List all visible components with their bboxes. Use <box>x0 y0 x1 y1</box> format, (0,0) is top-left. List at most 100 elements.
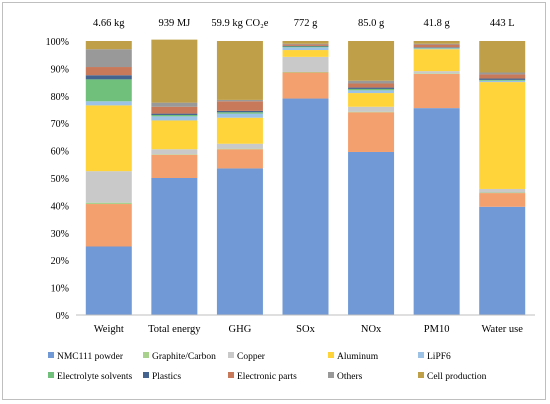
legend-swatch <box>228 352 234 358</box>
x-tick-label: GHG <box>229 324 252 335</box>
bar-segment-sox-unlabelled <box>282 72 329 99</box>
bar-segment-pm10-cell-production <box>413 41 460 44</box>
bar-segment-sox-plastics <box>282 45 329 47</box>
y-tick-label: 0% <box>56 311 69 322</box>
bar-segment-ghg-electronic-parts <box>216 101 263 111</box>
x-tick-label: PM10 <box>424 324 450 335</box>
legend-item-lipf6: LiPF6 <box>418 352 451 362</box>
legend-swatch <box>418 372 424 378</box>
legend-swatch <box>48 372 54 378</box>
stacked-bar-chart: 0% 10% 20% 30% 40% 50% 60% 70% 80% 90% 100% 4.66 k… <box>46 18 535 382</box>
bar-segment-ghg-graphite-carbon <box>216 148 263 150</box>
bar-segment-nox-plastics <box>348 87 395 89</box>
bar-segment-water-use-electronic-parts <box>479 74 526 79</box>
bar-segment-pm10-plastics <box>413 47 460 48</box>
chart-frame: 0% 10% 20% 30% 40% 50% 60% 70% 80% 90% 100% 4.66 k… <box>2 2 546 400</box>
bar-segment-nox-graphite-carbon <box>348 111 395 113</box>
total-label-nox: 85.0 g <box>358 18 385 29</box>
legend-item-electrolyte-solvents: Electrolyte solvents <box>48 372 132 382</box>
x-tick-label: SOx <box>296 324 315 335</box>
bar-segment-weight-nmc111-powder <box>85 246 132 315</box>
legend-label: Cell production <box>427 372 487 382</box>
bar-segment-total-energy-graphite-carbon <box>151 154 198 155</box>
bar-segment-water-use-nmc111-powder <box>479 206 526 315</box>
bar-segment-total-energy-plastics <box>151 113 198 115</box>
x-tick-label: Weight <box>94 324 124 335</box>
bar-segment-nox-others <box>348 80 395 84</box>
x-tick-label: NOx <box>361 324 382 335</box>
bar-segment-weight-cell-production <box>85 41 132 50</box>
bar-segment-water-use-graphite-carbon <box>479 192 526 194</box>
legend-label: Copper <box>237 352 266 362</box>
y-tick-label: 10% <box>51 284 69 295</box>
bar-segment-pm10-graphite-carbon <box>413 73 460 74</box>
y-tick-label: 80% <box>51 92 69 103</box>
y-tick-label: 70% <box>51 119 69 130</box>
total-label-sox: 772 g <box>294 18 318 29</box>
bar-segment-sox-aluminum <box>282 50 329 57</box>
bar-segment-weight-aluminum <box>85 105 132 172</box>
y-tick-label: 90% <box>51 64 69 75</box>
bar-segment-total-energy-others <box>151 102 198 107</box>
bar-segment-water-use-aluminum <box>479 82 526 189</box>
bar-segment-total-energy-electrolyte-solvents <box>151 114 198 117</box>
legend-label: NMC111 powder <box>57 352 124 362</box>
bar-segment-total-energy-nmc111-powder <box>151 178 198 315</box>
bar-segment-nox-unlabelled <box>348 112 395 152</box>
legend-item-plastics: Plastics <box>143 372 181 382</box>
legend-swatch <box>48 352 54 358</box>
bar-segment-water-use-cell-production <box>479 41 526 73</box>
legend-swatch <box>328 352 334 358</box>
legend-item-copper: Copper <box>228 352 266 362</box>
bar-segment-nox-cell-production <box>348 41 395 81</box>
legend-label: Electronic parts <box>237 372 297 382</box>
bar-segment-nox-copper <box>348 106 395 112</box>
bar-segment-total-energy-electronic-parts <box>151 106 198 114</box>
bar-segment-pm10-copper <box>413 71 460 74</box>
legend-label: Electrolyte solvents <box>57 372 132 382</box>
bar-segment-water-use-copper <box>479 188 526 193</box>
legend: NMC111 powder Graphite/Carbon Copper Alumin… <box>48 352 487 382</box>
bar-segment-ghg-nmc111-powder <box>216 168 263 315</box>
legend-item-others: Others <box>328 372 363 382</box>
y-tick-label: 30% <box>51 229 69 240</box>
bar-segment-nox-lipf6 <box>348 90 395 94</box>
legend-label: Plastics <box>152 372 181 382</box>
bar-segment-pm10-unlabelled <box>413 73 460 109</box>
bar-segment-ghg-lipf6 <box>216 113 263 118</box>
bar-segment-weight-electronic-parts <box>85 67 132 76</box>
bar-segment-weight-graphite-carbon <box>85 202 132 205</box>
total-label-pm10: 41.8 g <box>424 18 451 29</box>
bars <box>85 39 526 315</box>
bar-segment-nox-electronic-parts <box>348 83 395 88</box>
bar-segment-water-use-lipf6 <box>479 80 526 83</box>
legend-swatch <box>418 352 424 358</box>
bar-segment-water-use-plastics <box>479 78 526 80</box>
bar-segment-pm10-nmc111-powder <box>413 108 460 315</box>
bar-segment-pm10-others <box>413 43 460 45</box>
bar-segment-weight-others <box>85 49 132 68</box>
bar-segment-ghg-cell-production <box>216 41 263 100</box>
bar-segment-sox-electronic-parts <box>282 44 329 46</box>
legend-item-graphite-carbon: Graphite/Carbon <box>143 352 216 362</box>
legend-label: Others <box>337 372 363 382</box>
bar-segment-weight-plastics <box>85 75 132 80</box>
bar-segment-sox-cell-production <box>282 41 329 44</box>
bar-segment-weight-unlabelled <box>85 204 132 247</box>
y-tick-label: 20% <box>51 256 69 267</box>
bar-segment-nox-nmc111-powder <box>348 151 395 315</box>
bar-segment-nox-electrolyte-solvents <box>348 88 395 91</box>
bar-segment-sox-copper <box>282 56 329 72</box>
bar-segment-pm10-electrolyte-solvents <box>413 47 460 49</box>
bar-segment-ghg-plastics <box>216 110 263 113</box>
legend-item-cell-production: Cell production <box>418 372 487 382</box>
x-axis-labels: Weight Total energy GHG SOx NOx PM10 Water use <box>94 324 524 335</box>
bar-segment-sox-nmc111-powder <box>282 98 329 315</box>
bar-segment-water-use-unlabelled <box>479 193 526 207</box>
y-tick-label: 40% <box>51 201 69 212</box>
legend-item-electronic-parts: Electronic parts <box>228 372 297 382</box>
bar-segment-total-energy-lipf6 <box>151 116 198 121</box>
bar-segment-pm10-electronic-parts <box>413 44 460 48</box>
bar-segment-sox-others <box>282 43 329 45</box>
legend-swatch <box>143 352 149 358</box>
